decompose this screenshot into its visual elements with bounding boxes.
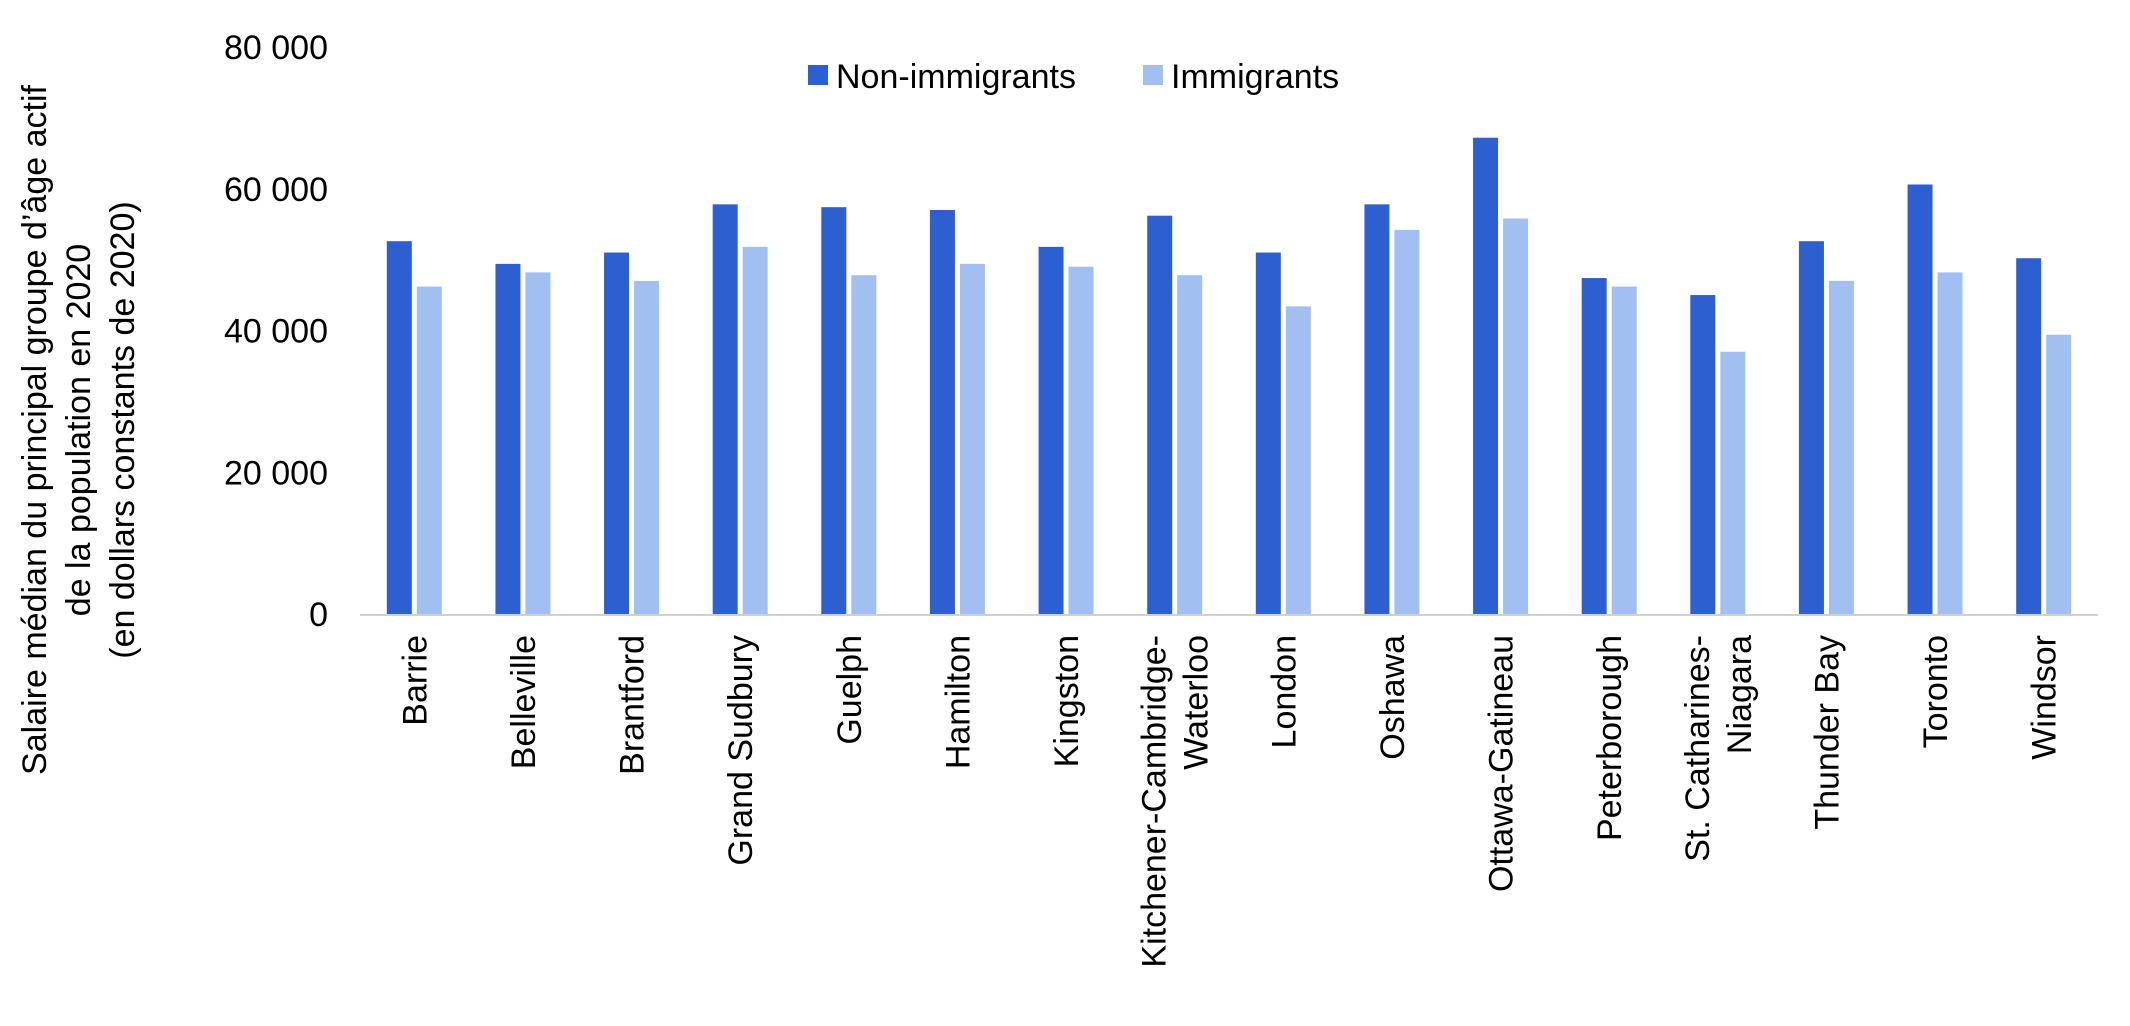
y-axis-title: Salaire médian du principal groupe d’âge…	[16, 85, 142, 775]
bar-immigrants	[1394, 229, 1420, 615]
x-category-label-line: Oshawa	[1374, 635, 1412, 760]
x-category-label: Kingston	[1048, 635, 1086, 767]
y-tick-label: 80 000	[224, 29, 328, 67]
x-category-label: Belleville	[505, 635, 543, 769]
bar-non-immigrants	[2016, 258, 2042, 614]
bar-immigrants	[416, 286, 442, 614]
x-category-label: Peterborough	[1591, 635, 1629, 841]
x-category-label: Thunder Bay	[1808, 635, 1846, 830]
x-category-label: Oshawa	[1374, 635, 1412, 760]
bar-immigrants	[959, 263, 985, 614]
bars	[386, 137, 2072, 615]
x-category-label-line: Grand Sudbury	[722, 635, 760, 866]
x-category-label-line: Barrie	[396, 635, 434, 726]
bar-non-immigrants	[1798, 241, 1824, 614]
bar-immigrants	[634, 280, 660, 614]
bar-non-immigrants	[1907, 184, 1933, 614]
bar-non-immigrants	[386, 241, 412, 614]
bar-non-immigrants	[1364, 204, 1390, 614]
bar-non-immigrants	[495, 263, 521, 614]
x-category-label-line: Niagara	[1721, 635, 1759, 754]
legend-swatch	[1143, 65, 1163, 85]
bar-non-immigrants	[712, 204, 738, 614]
y-tick-label: 0	[309, 596, 328, 634]
x-category-label: St. Catharines- Niagara	[1679, 635, 1759, 862]
bar-immigrants	[1068, 266, 1094, 614]
x-category-label: Kitchener-Cambridge- Waterloo	[1136, 635, 1216, 968]
x-category-label: Guelph	[831, 635, 869, 745]
bar-immigrants	[1828, 280, 1854, 614]
x-category-label-line: Brantford	[614, 635, 652, 775]
x-category-label: Hamilton	[939, 635, 977, 769]
x-category-label-line: Kingston	[1048, 635, 1086, 767]
x-category-label-line: Kitchener-Cambridge-	[1136, 635, 1174, 968]
bar-immigrants	[525, 272, 551, 614]
y-axis-title-line: (en dollars constants de 2020)	[104, 201, 142, 658]
x-category-label-line: Toronto	[1917, 635, 1955, 748]
x-category-label-line: Hamilton	[939, 635, 977, 769]
x-category-label-line: Waterloo	[1178, 635, 1216, 770]
y-axis-ticks: 0 20 000 40 000 60 000 80 000	[224, 29, 328, 634]
x-category-label: Ottawa-Gatineau	[1483, 635, 1521, 892]
x-category-label-line: Guelph	[831, 635, 869, 745]
y-tick-label: 40 000	[224, 313, 328, 351]
y-axis-title-text: Salaire médian du principal groupe d’âge…	[16, 85, 142, 775]
bar-non-immigrants	[1581, 278, 1607, 614]
bar-immigrants	[1720, 351, 1746, 614]
x-category-label: Grand Sudbury	[722, 635, 760, 866]
bar-immigrants	[1937, 272, 1963, 614]
x-category-label-line: Ottawa-Gatineau	[1483, 635, 1521, 892]
legend: Non-immigrants Immigrants	[808, 58, 1339, 96]
y-tick-label: 20 000	[224, 454, 328, 492]
x-category-label: Toronto	[1917, 635, 1955, 748]
bar-immigrants	[1611, 286, 1637, 614]
bar-immigrants	[851, 275, 877, 614]
y-tick-label: 60 000	[224, 171, 328, 209]
bar-non-immigrants	[929, 210, 955, 614]
y-axis-title-line: Salaire médian du principal groupe d’âge…	[16, 85, 54, 775]
bar-non-immigrants	[821, 207, 847, 615]
legend-label: Non-immigrants	[836, 58, 1076, 96]
x-category-label: Barrie	[396, 635, 434, 726]
bar-immigrants	[1503, 218, 1529, 614]
x-category-label: Windsor	[2026, 635, 2064, 760]
x-category-label: Brantford	[614, 635, 652, 775]
bar-non-immigrants	[1473, 137, 1499, 614]
x-category-label-line: Thunder Bay	[1808, 635, 1846, 830]
x-axis-categories: Barrie Belleville Brantford Grand Sudbury Gu…	[396, 635, 2063, 968]
y-axis-title-line: de la population en 2020	[60, 244, 98, 616]
legend-swatch	[808, 65, 828, 85]
x-category-label-line: Windsor	[2026, 635, 2064, 760]
legend-label: Immigrants	[1171, 58, 1339, 96]
bar-immigrants	[742, 246, 768, 614]
x-category-label-line: Belleville	[505, 635, 543, 769]
bar-immigrants	[1177, 275, 1203, 614]
bar-non-immigrants	[604, 252, 630, 614]
bar-non-immigrants	[1255, 252, 1281, 614]
bar-immigrants	[1285, 306, 1311, 614]
x-category-label-line: St. Catharines-	[1679, 635, 1717, 862]
x-category-label-line: Peterborough	[1591, 635, 1629, 841]
x-category-label-line: London	[1265, 635, 1303, 748]
bar-non-immigrants	[1147, 215, 1173, 614]
bar-non-immigrants	[1038, 246, 1064, 614]
x-category-label: London	[1265, 635, 1303, 748]
bar-immigrants	[2046, 334, 2072, 614]
bar-non-immigrants	[1690, 295, 1716, 614]
